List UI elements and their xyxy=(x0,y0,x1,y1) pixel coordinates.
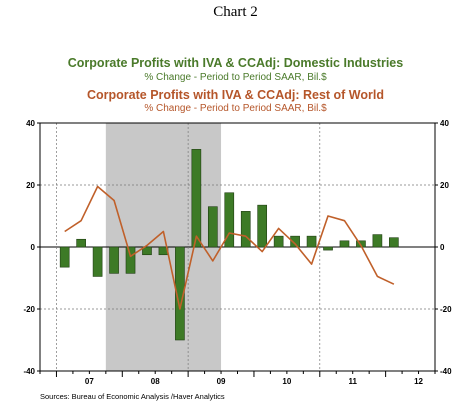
bar-domestic-2007Q4 xyxy=(109,246,119,274)
ytick-label-left: 0 xyxy=(31,243,36,252)
ytick-label-left: 20 xyxy=(26,181,35,190)
bar-domestic-2010Q1 xyxy=(257,204,268,248)
bar-domestic-2008Q1 xyxy=(125,246,136,274)
ytick-label-right: -40 xyxy=(440,367,452,376)
xtick-label: 09 xyxy=(217,377,226,386)
ytick-label-right: -20 xyxy=(440,305,452,314)
bar-domestic-2009Q3 xyxy=(224,192,235,248)
bar-domestic-2007Q2 xyxy=(76,238,86,248)
bar-domestic-2010Q2 xyxy=(273,235,284,248)
bar-domestic-2009Q4 xyxy=(240,211,251,248)
bar-domestic-2010Q3 xyxy=(290,235,300,248)
domestic-series-title: Corporate Profits with IVA & CCAdj: Dome… xyxy=(67,56,404,70)
ytick-label-right: 20 xyxy=(440,181,449,190)
ytick-label-left: -20 xyxy=(23,305,35,314)
bar-domestic-2007Q3 xyxy=(92,246,103,277)
chart-label: Chart 2 xyxy=(213,4,258,20)
line-rest-of-world xyxy=(64,185,395,310)
bar-domestic-2010Q4 xyxy=(306,235,317,248)
bar-domestic-2008Q2 xyxy=(142,246,152,256)
sources-note: Sources: Bureau of Economic Analysis /Ha… xyxy=(40,392,225,401)
xtick-label: 07 xyxy=(85,377,94,386)
row-series-title: Corporate Profits with IVA & CCAdj: Rest… xyxy=(87,88,384,102)
bar-domestic-2011Q1 xyxy=(323,246,333,251)
domestic-series-subtitle: % Change - Period to Period SAAR, Bil.$ xyxy=(144,72,327,83)
ytick-label-left: 40 xyxy=(26,119,35,128)
row-series-subtitle: % Change - Period to Period SAAR, Bil.$ xyxy=(144,103,327,114)
xtick-label: 10 xyxy=(282,377,291,386)
bar-domestic-2012Q1 xyxy=(389,237,399,248)
ytick-label-right: 0 xyxy=(440,243,445,252)
bar-domestic-2011Q4 xyxy=(372,234,383,248)
xtick-label: 12 xyxy=(414,377,423,386)
xtick-label: 08 xyxy=(151,377,160,386)
bar-domestic-2009Q2 xyxy=(207,206,218,248)
bar-domestic-2009Q1 xyxy=(191,149,202,248)
ytick-label-right: 40 xyxy=(440,119,449,128)
ytick-label-left: -40 xyxy=(23,367,35,376)
xtick-label: 11 xyxy=(348,377,357,386)
bar-domestic-2011Q2 xyxy=(339,240,350,248)
bar-domestic-2007Q1 xyxy=(59,246,70,268)
bar-domestic-2008Q4 xyxy=(175,246,185,341)
